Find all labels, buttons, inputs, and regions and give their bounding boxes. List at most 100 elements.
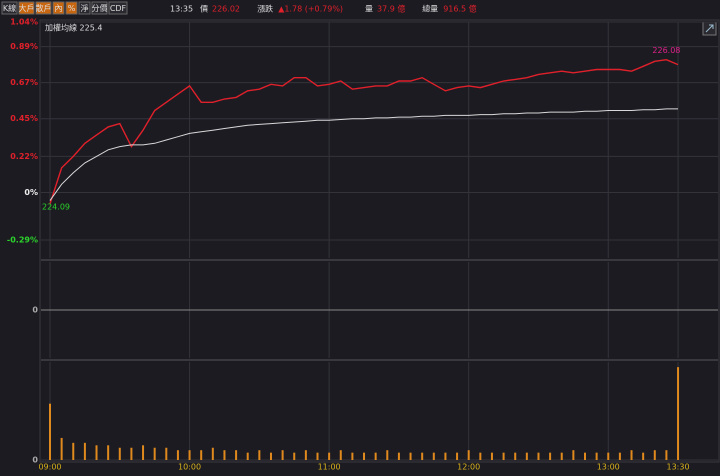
toolbar-button-label: K線 (3, 3, 16, 13)
volume-bar (165, 447, 168, 460)
quote-label: 價 (200, 5, 208, 14)
volume-bar (630, 450, 633, 460)
volume-bar (397, 452, 400, 460)
volume-bar (258, 450, 261, 460)
volume-bar (200, 450, 203, 460)
quote-label: 總量 (422, 4, 438, 14)
volume-bar (339, 450, 342, 460)
y-tick-label: 0.89% (10, 42, 38, 51)
volume-bar (153, 447, 156, 460)
volume-bar (432, 452, 435, 460)
toolbar-button-label: 內 (55, 4, 63, 13)
volume-bar (246, 452, 249, 460)
volume-bar (316, 452, 319, 460)
toolbar-button[interactable] (52, 1, 65, 15)
volume-bar (677, 367, 680, 460)
toolbar-button[interactable] (108, 1, 128, 15)
x-tick-label: 11:00 (318, 463, 341, 472)
y-tick-label: 0 (32, 306, 38, 315)
y-tick-label: 0% (24, 188, 38, 197)
volume-bar (49, 403, 51, 460)
volume-bar (351, 452, 354, 460)
y-tick-label: 1.04% (10, 18, 38, 27)
volume-bar (665, 450, 668, 460)
volume-bar (72, 442, 75, 460)
y-tick-label: 0.45% (10, 114, 38, 123)
legend: 加權均線 225.4 (45, 23, 102, 33)
volume-bar (83, 442, 86, 460)
volume-bar (572, 450, 575, 460)
volume-bar (525, 452, 528, 460)
volume-bar (502, 452, 505, 460)
max-label: 226.08 (652, 46, 680, 55)
toolbar-button[interactable] (65, 1, 78, 15)
price-line (49, 58, 679, 205)
quote-label: 量 (365, 5, 373, 14)
y-tick-label: 0.22% (10, 152, 38, 161)
x-tick-label: 10:00 (178, 463, 201, 472)
volume-bar (467, 450, 470, 460)
volume-bar (456, 452, 459, 460)
volume-bar (130, 447, 133, 460)
x-tick-label: 12:00 (457, 463, 480, 472)
volume-bar (386, 450, 389, 460)
volume-bar (479, 452, 482, 460)
volume-bar (421, 452, 424, 460)
volume-bar (328, 452, 331, 460)
toolbar-button-label: CDF (110, 4, 127, 13)
volume-bar (269, 452, 272, 460)
volume-bar (490, 452, 493, 460)
toolbar-button-label: 大戶 (19, 3, 35, 13)
volume-bar (560, 452, 563, 460)
volume-bar (444, 452, 447, 460)
toolbar-button[interactable] (1, 1, 18, 15)
volume-bar (211, 447, 214, 460)
volume-bar (409, 452, 412, 460)
toolbar-button[interactable] (78, 1, 91, 15)
volume-bar (118, 447, 121, 460)
volume-bar (176, 450, 179, 460)
quote-value: 916.5 億 (443, 4, 476, 14)
volume-bar (223, 450, 226, 460)
volume-bar (281, 450, 284, 460)
quote-value: 37.9 億 (377, 4, 405, 14)
toolbar-button[interactable] (18, 1, 35, 15)
quote-value: 226.02 (212, 5, 240, 14)
price-line (49, 108, 678, 201)
volume-bar (235, 450, 238, 460)
toolbar-button[interactable] (91, 1, 108, 15)
link-glyph (705, 24, 714, 33)
volume-bar (60, 437, 63, 460)
volume-bar (514, 452, 517, 460)
toolbar-button[interactable] (35, 1, 52, 15)
frame (39, 19, 720, 463)
volume-bar (293, 452, 296, 460)
volume-bar (549, 452, 552, 460)
quote-label: 漲跌 (257, 4, 273, 14)
volume-bar (374, 452, 377, 460)
toolbar-button-label: 散戶 (36, 3, 52, 13)
y-tick-label: -0.29% (7, 235, 38, 244)
volume-bar (363, 452, 366, 460)
volume-bar (607, 452, 610, 460)
quote-value: ▲1.78 (+0.79%) (278, 5, 343, 14)
min-label: 224.09 (42, 202, 70, 211)
y-tick-label: 0.67% (10, 78, 38, 87)
toolbar-button-label: 分價 (92, 4, 108, 13)
x-tick-label: 09:00 (38, 463, 61, 472)
volume-bar (642, 452, 645, 460)
x-tick-label: 13:00 (597, 463, 620, 472)
x-tick-label: 13:30 (667, 463, 690, 472)
toolbar-button-label: % (68, 4, 76, 13)
volume-bar (188, 450, 191, 460)
toolbar-button-label: 淨 (81, 3, 89, 13)
volume-bar (107, 445, 110, 460)
toolbar: K線 大戶 散戶內% 淨分價 CDF 13:35 價 226.02 漲跌 ▲1.78 (+0.79… (1, 1, 477, 15)
volume-bar (537, 452, 540, 460)
volume-bar (653, 450, 656, 460)
volume-bar (618, 452, 621, 460)
volume-bar (584, 452, 586, 460)
volume-bar (304, 450, 307, 460)
